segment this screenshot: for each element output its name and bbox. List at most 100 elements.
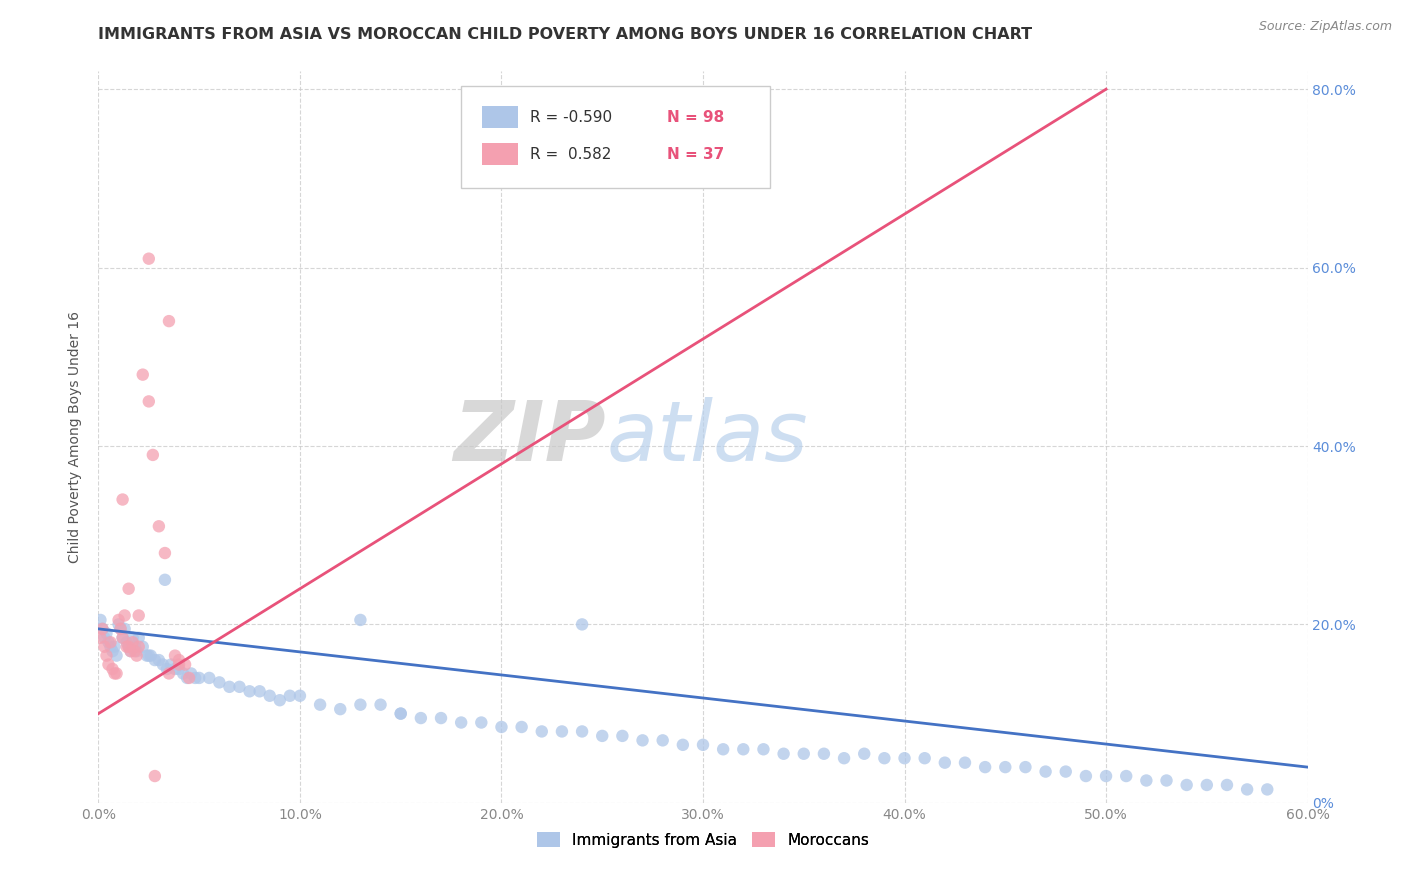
Point <box>89 631 111 645</box>
Point <box>180 666 202 681</box>
Point <box>1236 782 1258 797</box>
Point <box>1014 760 1036 774</box>
Bar <box>482 143 517 165</box>
Point <box>772 747 794 761</box>
Text: N = 37: N = 37 <box>666 146 724 161</box>
Point <box>121 635 143 649</box>
Text: N = 98: N = 98 <box>666 110 724 125</box>
Point <box>96 626 118 640</box>
Point <box>97 635 120 649</box>
Point <box>111 631 134 645</box>
Point <box>631 733 654 747</box>
Point <box>100 635 122 649</box>
Text: Source: ZipAtlas.com: Source: ZipAtlas.com <box>1258 20 1392 33</box>
Point <box>953 756 976 770</box>
Point <box>172 666 194 681</box>
Point <box>571 724 593 739</box>
Bar <box>482 106 517 128</box>
Point <box>107 617 129 632</box>
Point <box>107 613 129 627</box>
Point <box>128 608 150 623</box>
Text: ZIP: ZIP <box>454 397 606 477</box>
Point <box>184 671 207 685</box>
Point <box>994 760 1017 774</box>
Point <box>1175 778 1198 792</box>
Point <box>409 711 432 725</box>
Point <box>132 640 155 654</box>
Point <box>101 644 124 658</box>
Point <box>110 622 132 636</box>
Point <box>167 657 190 672</box>
Point <box>91 622 114 636</box>
Point <box>100 640 122 654</box>
Point <box>96 648 118 663</box>
Point <box>470 715 492 730</box>
Point <box>97 657 120 672</box>
Point <box>551 724 574 739</box>
Point <box>1035 764 1057 779</box>
Point <box>110 622 132 636</box>
Point <box>349 613 371 627</box>
Point <box>873 751 896 765</box>
Point <box>152 657 174 672</box>
Point <box>218 680 240 694</box>
Text: R =  0.582: R = 0.582 <box>530 146 612 161</box>
Point <box>135 648 157 663</box>
Point <box>692 738 714 752</box>
Point <box>167 662 190 676</box>
Text: IMMIGRANTS FROM ASIA VS MOROCCAN CHILD POVERTY AMONG BOYS UNDER 16 CORRELATION C: IMMIGRANTS FROM ASIA VS MOROCCAN CHILD P… <box>98 27 1032 42</box>
Point <box>143 653 166 667</box>
Point <box>174 657 197 672</box>
Point <box>139 648 162 663</box>
Point <box>329 702 352 716</box>
Point <box>138 394 160 409</box>
Point <box>138 648 160 663</box>
Point <box>349 698 371 712</box>
Point <box>114 622 136 636</box>
Point <box>571 617 593 632</box>
Point <box>188 671 211 685</box>
Point <box>239 684 262 698</box>
Point <box>93 631 115 645</box>
Point <box>1156 773 1178 788</box>
Point <box>853 747 876 761</box>
Point <box>111 631 134 645</box>
Point <box>733 742 755 756</box>
Legend: Immigrants from Asia, Moroccans: Immigrants from Asia, Moroccans <box>530 825 876 854</box>
Point <box>1256 782 1278 797</box>
Point <box>118 640 141 654</box>
Point <box>491 720 513 734</box>
Point <box>430 711 453 725</box>
Point <box>138 252 160 266</box>
Point <box>153 573 176 587</box>
Point <box>103 640 125 654</box>
Point <box>752 742 775 756</box>
Point <box>103 666 125 681</box>
Point <box>124 644 146 658</box>
Point <box>974 760 997 774</box>
Point <box>591 729 613 743</box>
Point <box>143 769 166 783</box>
Point <box>167 653 190 667</box>
Point <box>249 684 271 698</box>
Text: atlas: atlas <box>606 397 808 477</box>
Point <box>1135 773 1157 788</box>
Point <box>510 720 533 734</box>
Point <box>228 680 250 694</box>
Point <box>128 640 150 654</box>
Point <box>832 751 855 765</box>
Point <box>934 756 956 770</box>
Point <box>198 671 221 685</box>
Point <box>153 546 176 560</box>
Point <box>530 724 553 739</box>
Point <box>793 747 815 761</box>
Point <box>1216 778 1239 792</box>
Point <box>389 706 412 721</box>
Point <box>893 751 915 765</box>
Point <box>1115 769 1137 783</box>
Point <box>118 582 141 596</box>
Point <box>105 666 128 681</box>
Point <box>176 671 198 685</box>
Point <box>148 519 170 533</box>
Point <box>179 671 201 685</box>
